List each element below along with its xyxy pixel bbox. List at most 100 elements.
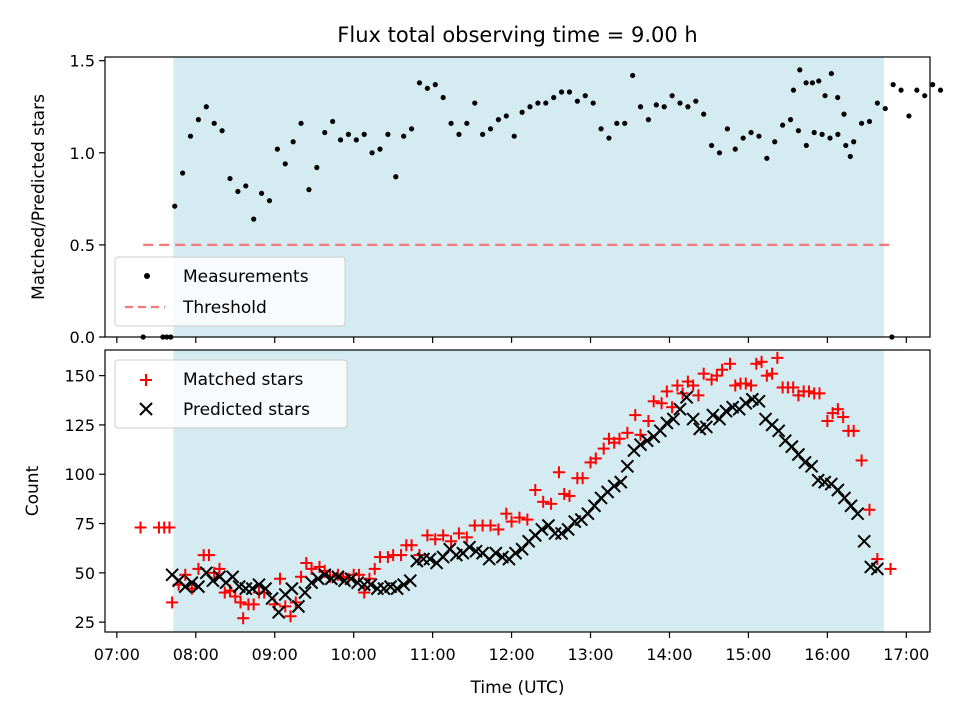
matched-star-point: [724, 357, 736, 370]
predicted-star-point: [304, 575, 319, 590]
matched-star-point: [513, 511, 526, 524]
measurement-point: [811, 129, 817, 136]
predicted-star-point: [178, 579, 192, 594]
measurement-point: [511, 133, 517, 139]
y-tick-label: 100: [64, 465, 95, 484]
measurement-point: [645, 117, 652, 123]
ratio-x-ticks: [116, 337, 907, 343]
legend-marker-measurements: [144, 273, 150, 279]
matched-star-point: [179, 568, 192, 581]
matched-star-point: [368, 562, 381, 575]
matched-star-point: [671, 379, 684, 392]
matched-star-point: [787, 381, 800, 394]
y-tick-label: 1.0: [70, 144, 95, 163]
measurement-point: [828, 70, 834, 77]
matched-star-point: [750, 357, 763, 370]
matched-star-point: [305, 562, 318, 575]
matched-star-point: [521, 513, 534, 526]
measurement-point: [314, 164, 320, 171]
predicted-star-point: [416, 552, 431, 566]
matched-star-point: [218, 586, 231, 599]
measurement-point: [748, 129, 754, 136]
matched-star-point: [545, 497, 558, 510]
measurement-point: [937, 87, 944, 93]
measurement-point: [203, 104, 209, 110]
matched-star-point: [802, 385, 815, 398]
measurement-point: [906, 113, 912, 119]
predicted-star-point: [225, 570, 240, 584]
count-legend: Matched stars Predicted stars: [114, 359, 348, 429]
measurement-point: [345, 131, 352, 137]
legend-marker-matched: [140, 374, 152, 386]
predicted-star-point: [679, 390, 694, 405]
measurement-point: [858, 120, 865, 126]
measurement-point: [393, 174, 399, 180]
measurement-point: [211, 120, 217, 126]
legend-label-predicted: Predicted stars: [183, 400, 310, 420]
count-panel-frame: [104, 349, 931, 633]
predicted-star-point: [850, 506, 865, 521]
predicted-star-point: [699, 420, 714, 434]
x-tick-label: 15:00: [725, 645, 771, 664]
measurement-point: [180, 170, 186, 176]
measurement-point: [282, 161, 288, 167]
matched-star-point: [460, 531, 473, 544]
measurement-point: [790, 87, 797, 93]
y-tick-label: 75: [75, 515, 95, 534]
measurement-point: [701, 111, 707, 117]
measurement-point: [195, 117, 202, 123]
measurement-point: [306, 187, 312, 193]
x-tick-label: 14:00: [646, 645, 692, 664]
predicted-star-point: [252, 577, 266, 592]
measurement-points: [140, 67, 944, 340]
measurement-point: [251, 216, 257, 222]
x-tick-label: 08:00: [173, 645, 219, 664]
measurement-point: [637, 104, 644, 110]
ratio-legend: Measurements Threshold: [114, 256, 346, 327]
predicted-star-point: [370, 581, 385, 596]
measurement-point: [258, 190, 265, 196]
matched-star-point: [642, 414, 655, 427]
y-tick-label: 25: [75, 613, 95, 632]
matched-star-point: [597, 442, 610, 455]
matched-star-point: [537, 495, 550, 508]
measurement-point: [866, 118, 873, 125]
measurement-point: [780, 122, 786, 128]
predicted-star-point: [857, 534, 871, 548]
matched-star-point: [697, 367, 710, 380]
predicted-star-point: [686, 412, 700, 426]
predicted-star-point: [285, 581, 299, 596]
matched-star-point: [716, 363, 729, 376]
measurement-point: [693, 98, 699, 104]
predicted-star-point: [706, 408, 720, 422]
matched-star-point: [831, 403, 844, 416]
measurement-point: [740, 135, 746, 141]
matched-star-point: [284, 610, 297, 623]
measurement-point: [274, 146, 280, 152]
measurement-point: [464, 120, 470, 126]
measurement-point: [630, 72, 636, 79]
legend-label-threshold: Threshold: [182, 298, 267, 318]
matched-star-point: [813, 387, 826, 400]
measurement-point: [456, 131, 462, 137]
predicted-star-point: [673, 402, 687, 416]
predicted-star-point: [620, 459, 635, 474]
measurement-point: [851, 139, 857, 145]
predicted-star-point: [191, 579, 206, 594]
predicted-star-point: [271, 605, 286, 619]
matched-star-point: [163, 521, 176, 534]
measurement-point: [716, 150, 723, 156]
matched-star-point: [621, 426, 634, 439]
measurement-point: [614, 120, 620, 126]
measurement-point: [408, 126, 415, 132]
predicted-stars-points: [165, 390, 885, 619]
x-tick-label: 09:00: [252, 645, 298, 664]
measurement-point: [724, 126, 730, 132]
predicted-star-point: [239, 581, 253, 596]
measurement-point: [172, 203, 178, 209]
ratio-y-axis: 0.0 0.5 1.0 1.5: [70, 52, 105, 347]
y-tick-label: 0.0: [70, 328, 95, 347]
measurement-point: [266, 198, 273, 204]
measurement-point: [827, 135, 833, 141]
measurement-point: [582, 93, 588, 99]
